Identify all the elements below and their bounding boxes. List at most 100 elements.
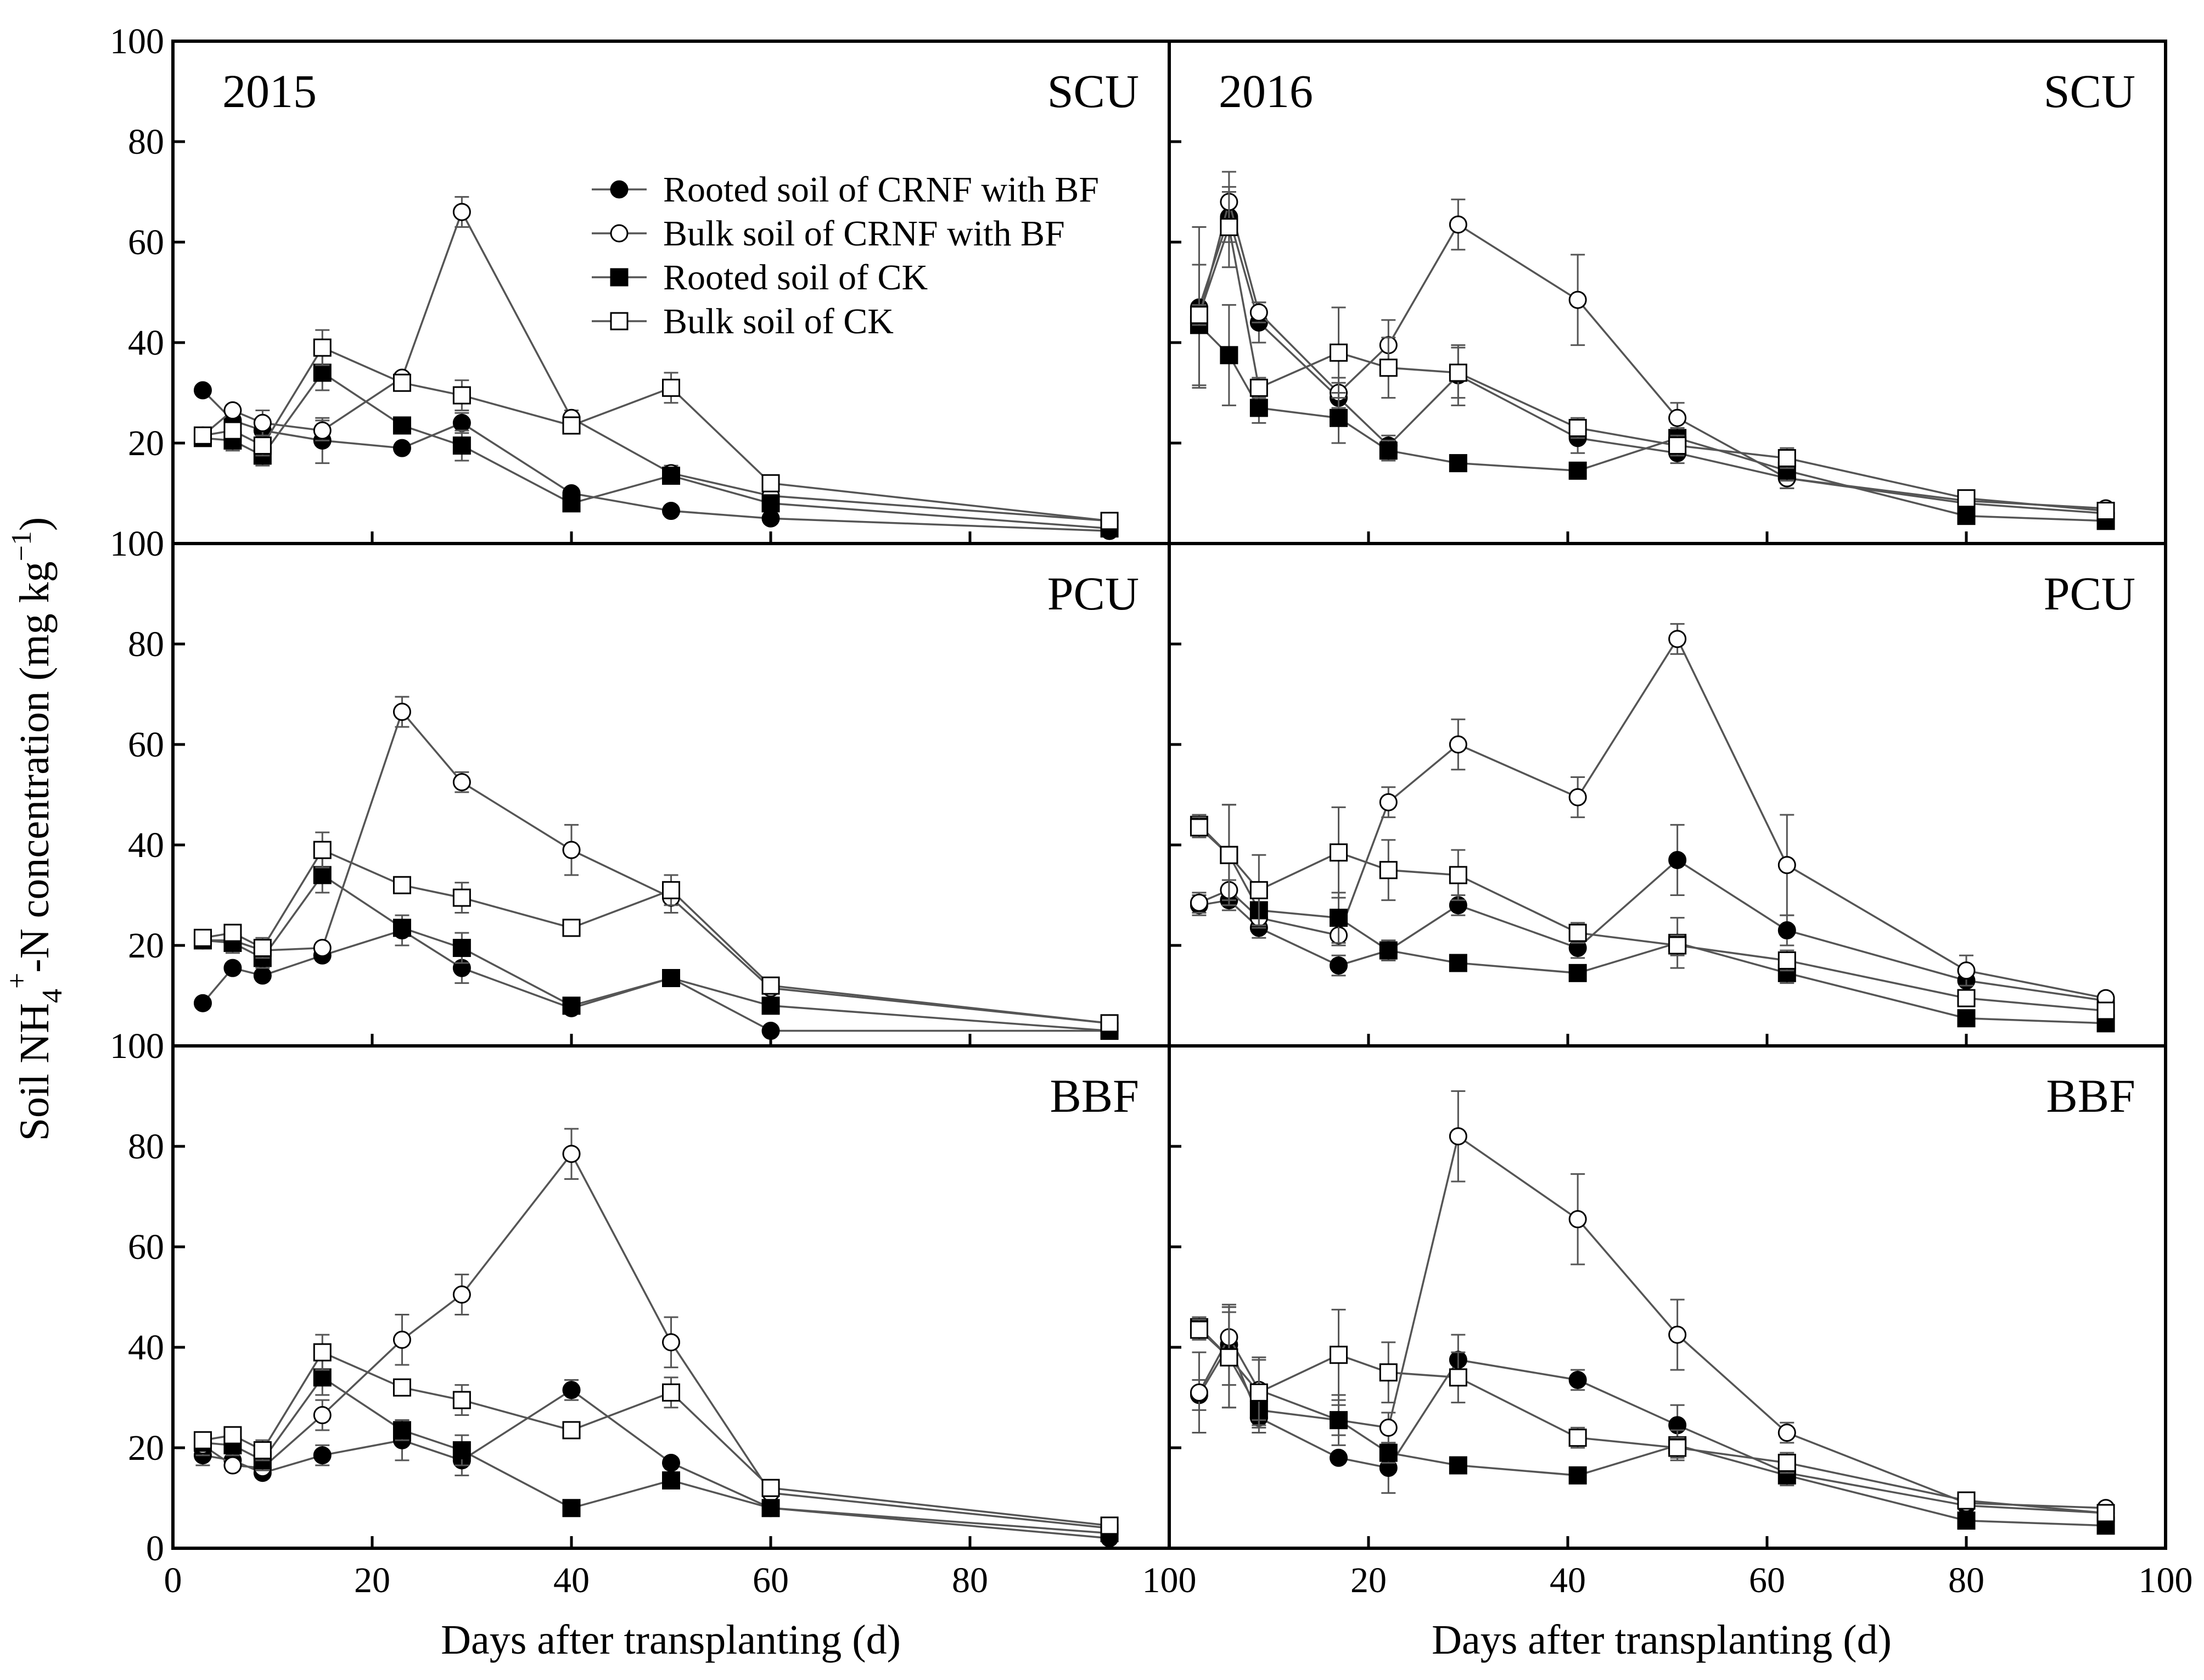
data-point (452, 939, 471, 957)
data-point (1568, 461, 1587, 480)
data-point (313, 1446, 332, 1465)
series-line (203, 873, 1110, 1032)
data-point (562, 1381, 581, 1399)
plot-frame (1168, 1044, 2167, 1550)
data-point (1379, 793, 1398, 811)
series-rooted-soil-of-ck (193, 856, 1119, 1040)
data-point (313, 1368, 332, 1387)
legend-item-rooted-soil-of-ck: Rooted soil of CK (592, 257, 928, 298)
data-point (1449, 735, 1467, 754)
data-point (2096, 1504, 2115, 1522)
legend-marker-filled-circle (610, 180, 629, 199)
data-point (313, 841, 332, 859)
data-point (223, 923, 242, 942)
data-point (562, 1421, 581, 1440)
y-tick-label: 60 (128, 725, 164, 765)
data-point (761, 976, 780, 995)
data-point (1249, 399, 1268, 417)
data-point (452, 1391, 471, 1409)
data-point (761, 1499, 780, 1517)
legend-label: Bulk soil of CK (663, 301, 894, 341)
data-point (452, 1285, 471, 1304)
data-point (313, 1406, 332, 1425)
panel-label: BBF (1050, 1069, 1139, 1122)
data-point (392, 1378, 411, 1397)
data-point (1957, 989, 1976, 1007)
data-point (1330, 408, 1348, 427)
data-point (1249, 303, 1268, 322)
y-tick-label: 40 (128, 323, 164, 363)
data-point (662, 1383, 680, 1402)
y-tick-label: 0 (146, 524, 164, 564)
data-point (1957, 507, 1976, 525)
data-point (253, 436, 272, 455)
data-point (562, 996, 581, 1015)
data-point (1449, 215, 1467, 234)
data-point (1568, 923, 1587, 942)
y-tick-label: 80 (128, 624, 164, 664)
data-point (1330, 1346, 1348, 1364)
data-point (1957, 489, 1976, 508)
x-tick-label: 0 (164, 1560, 182, 1600)
data-point (1568, 1370, 1587, 1389)
y-tick-label: 20 (128, 926, 164, 966)
series-line (202, 1152, 1110, 1530)
data-point (1190, 893, 1208, 912)
x-axis-title-right: Days after transplanting (d) (1432, 1617, 1892, 1663)
data-point (1379, 1363, 1398, 1382)
data-point (761, 494, 780, 513)
data-point (1249, 881, 1268, 899)
data-point (1379, 359, 1398, 377)
data-point (1668, 1438, 1687, 1457)
data-point (223, 401, 242, 420)
data-point (452, 773, 471, 792)
data-point (1568, 964, 1587, 982)
y-tick-label: 80 (128, 1127, 164, 1167)
data-point (1568, 1210, 1587, 1229)
data-point (1568, 1429, 1587, 1447)
data-point (223, 421, 242, 440)
data-point (193, 928, 212, 947)
y-tick-label: 0 (146, 1528, 164, 1569)
data-point (253, 1441, 272, 1460)
data-point (1777, 1453, 1796, 1472)
y-tick-label: 20 (128, 423, 164, 463)
panel-label: SCU (2044, 65, 2135, 117)
data-point (1957, 961, 1976, 980)
x-tick-label: 100 (2139, 1560, 2193, 1600)
series-rooted-soil-of-ck (1190, 1306, 2115, 1535)
data-point (1379, 1443, 1398, 1462)
legend-item-bulk-soil-of-crnf-with-bf: Bulk soil of CRNF with BF (592, 214, 1065, 254)
data-point (761, 474, 780, 492)
data-point (223, 1456, 242, 1475)
data-point (1957, 1491, 1976, 1510)
x-tick-label: 60 (753, 1560, 789, 1600)
panel-label: SCU (1047, 65, 1139, 117)
data-point (1379, 1418, 1398, 1437)
data-point (1777, 951, 1796, 970)
legend-label: Bulk soil of CRNF with BF (663, 214, 1065, 254)
data-point (313, 866, 332, 884)
legend-label: Rooted soil of CK (663, 257, 928, 298)
legend-marker-open-square (610, 312, 629, 331)
series-bulk-soil-of-crnf-with-bf (1190, 623, 2115, 1007)
data-point (562, 416, 581, 435)
legend-marker-filled-square (610, 268, 629, 287)
panel-label: PCU (2044, 567, 2135, 620)
data-point (392, 1421, 411, 1440)
y-tick-label: 60 (128, 1227, 164, 1267)
data-point (1330, 1448, 1348, 1467)
data-point (1777, 1424, 1796, 1442)
data-point (1668, 408, 1687, 427)
data-point (1449, 1127, 1467, 1146)
data-point (193, 994, 212, 1012)
data-point (452, 386, 471, 405)
panel-label: PCU (1047, 567, 1139, 620)
data-point (452, 203, 471, 221)
legend-label: Rooted soil of CRNF with BF (663, 170, 1099, 210)
data-point (1220, 1348, 1238, 1367)
data-point (1449, 866, 1467, 884)
data-point (1568, 1466, 1587, 1485)
